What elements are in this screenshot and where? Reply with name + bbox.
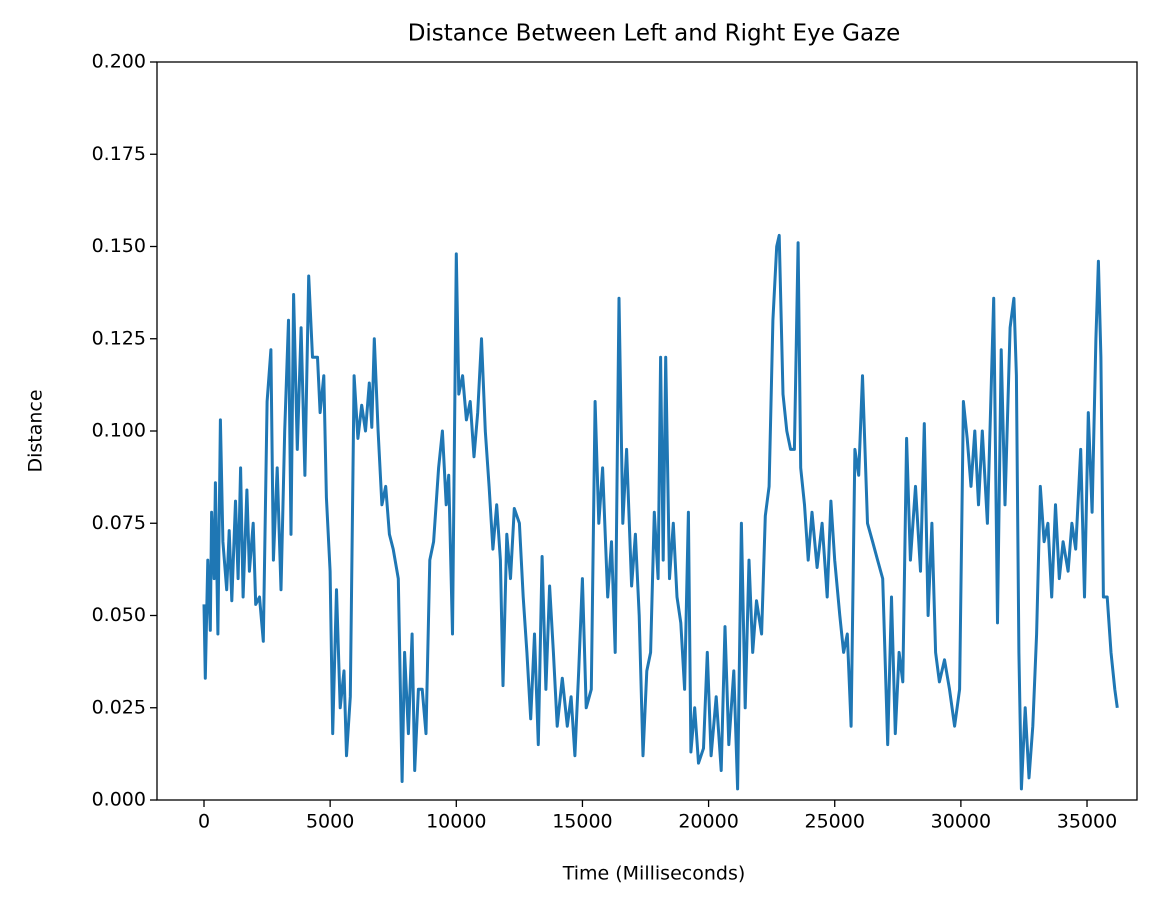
x-tick-label: 20000: [678, 811, 738, 833]
plot-frame: [156, 61, 1138, 801]
x-tick-label: 35000: [1057, 811, 1117, 833]
y-tick-label: 0.025: [92, 696, 146, 718]
x-tick-label: 25000: [805, 811, 865, 833]
y-tick-label: 0.050: [92, 604, 146, 626]
y-tick-label: 0.175: [92, 143, 146, 165]
x-tick-label: 0: [198, 811, 210, 833]
x-axis-label: Time (Milliseconds): [562, 863, 746, 885]
y-tick-label: 0.200: [92, 51, 146, 73]
y-tick-label: 0.125: [92, 327, 146, 349]
chart-title: Distance Between Left and Right Eye Gaze: [408, 21, 901, 47]
x-tick-label: 30000: [931, 811, 991, 833]
y-axis-label: Distance: [25, 389, 47, 472]
x-tick-label: 5000: [306, 811, 354, 833]
y-tick-label: 0.150: [92, 235, 146, 257]
y-tick-label: 0.100: [92, 420, 146, 442]
y-tick-label: 0.075: [92, 512, 146, 534]
x-tick-label: 10000: [426, 811, 486, 833]
y-tick-label: 0.000: [92, 789, 146, 811]
x-tick-label: 15000: [552, 811, 612, 833]
data-line: [202, 233, 1119, 791]
